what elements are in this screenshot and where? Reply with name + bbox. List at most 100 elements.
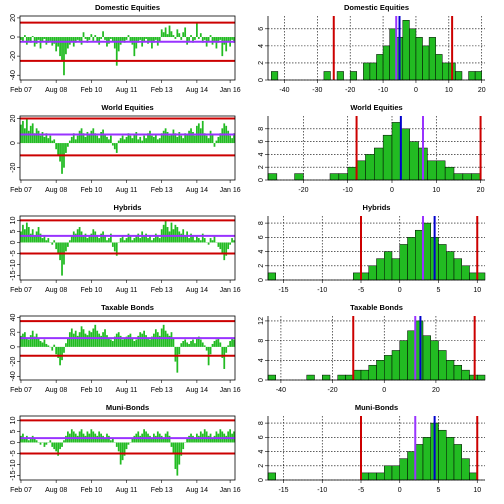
- bar: [84, 333, 87, 347]
- bar: [43, 37, 46, 39]
- bar: [145, 335, 147, 347]
- y-tick-label: 0: [258, 278, 265, 282]
- bar: [227, 345, 230, 347]
- bar: [203, 238, 206, 243]
- bar: [149, 130, 151, 144]
- histogram-bar: [469, 472, 478, 481]
- bar: [80, 326, 83, 347]
- bar: [119, 238, 122, 243]
- histogram-bar: [474, 71, 482, 81]
- y-tick-label: 5: [10, 229, 17, 233]
- bar: [203, 345, 206, 347]
- histogram-bar: [427, 160, 437, 181]
- panel-title: World Equities: [101, 103, 153, 112]
- bar: [29, 335, 32, 347]
- bar: [33, 235, 36, 243]
- bar: [154, 233, 157, 243]
- x-tick-label: Aug 14: [186, 87, 208, 94]
- bar: [145, 37, 147, 39]
- bar: [170, 31, 173, 38]
- x-tick-label: -40: [276, 387, 286, 394]
- histogram-bar: [407, 237, 416, 281]
- bar: [70, 429, 73, 443]
- bar: [194, 240, 196, 243]
- bar: [100, 233, 102, 243]
- histogram-bar: [446, 437, 455, 481]
- bar: [51, 442, 54, 447]
- bar: [72, 133, 75, 144]
- bar: [199, 240, 202, 243]
- bar: [131, 338, 134, 347]
- bar: [221, 431, 224, 443]
- x-tick-label: 10: [473, 287, 481, 294]
- histogram-bar: [461, 369, 470, 381]
- bar: [24, 438, 26, 443]
- histogram-bar: [407, 330, 416, 381]
- histogram-bar: [407, 451, 416, 481]
- bar: [57, 242, 59, 254]
- histogram-bar: [347, 166, 357, 181]
- bar: [192, 132, 194, 144]
- bar: [61, 442, 63, 447]
- bar: [213, 435, 216, 443]
- bar: [217, 136, 220, 144]
- histogram-bar: [267, 272, 276, 281]
- bar: [213, 37, 216, 41]
- bar: [121, 135, 124, 144]
- y-tick-label: 0: [258, 178, 265, 182]
- panel-title: Domestic Equities: [344, 3, 409, 12]
- bar: [221, 346, 224, 358]
- bar: [190, 233, 192, 243]
- bar: [156, 235, 159, 243]
- bar: [104, 134, 106, 144]
- bar: [207, 138, 210, 144]
- bar: [215, 140, 218, 144]
- histogram-bar: [384, 355, 393, 381]
- bar: [113, 143, 116, 150]
- bar: [88, 235, 91, 243]
- histogram-bar: [462, 173, 472, 181]
- y-tick-label: 20: [10, 14, 17, 22]
- y-tick-label: 10: [10, 416, 17, 424]
- bar: [67, 143, 69, 147]
- bar: [108, 238, 110, 243]
- x-tick-label: 0: [382, 387, 386, 394]
- bar: [178, 132, 181, 144]
- bar: [143, 429, 145, 443]
- bar: [47, 238, 50, 243]
- bar: [106, 240, 108, 243]
- bar: [90, 429, 93, 443]
- y-tick-label: 8: [258, 221, 265, 225]
- bar: [37, 338, 40, 347]
- bar: [133, 37, 136, 57]
- x-tick-label: Aug 08: [45, 387, 67, 394]
- histogram-bar: [430, 340, 439, 381]
- bar: [59, 37, 61, 57]
- bar: [39, 442, 42, 445]
- x-tick-label: 10: [445, 87, 453, 94]
- panel-title: Muni-Bonds: [355, 403, 398, 412]
- bar: [110, 440, 112, 443]
- histogram-bar: [461, 458, 470, 481]
- bar: [209, 346, 212, 355]
- bar: [162, 130, 165, 144]
- bar: [123, 37, 126, 43]
- histogram-bar: [399, 340, 408, 381]
- bar: [41, 238, 44, 243]
- bar: [147, 338, 149, 347]
- y-tick-label: 8: [258, 127, 265, 131]
- x-tick-label: -20: [328, 387, 338, 394]
- bar: [106, 136, 108, 144]
- bar: [22, 120, 24, 144]
- panel-title: Hybrids: [363, 203, 391, 212]
- bar: [37, 227, 40, 243]
- bar: [223, 123, 226, 144]
- histogram-bar: [435, 54, 443, 81]
- x-tick-label: Jan 16: [220, 287, 241, 294]
- bar: [233, 431, 235, 443]
- bar: [92, 37, 95, 41]
- bar: [22, 224, 24, 243]
- bar: [72, 431, 75, 443]
- x-tick-label: -20: [298, 187, 308, 194]
- bar: [213, 235, 216, 243]
